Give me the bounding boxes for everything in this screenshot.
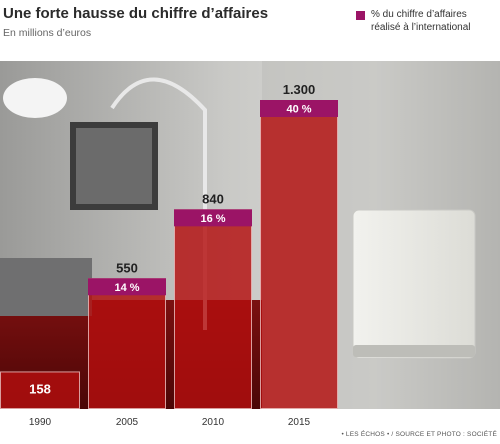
chart-title: Une forte hausse du chiffre d’affaires xyxy=(3,5,269,22)
bar-2010 xyxy=(174,209,252,409)
value-label: 840 xyxy=(202,191,224,206)
x-tick-label: 2010 xyxy=(202,417,225,428)
source-credit: • LES ÉCHOS • / SOURCE ET PHOTO : SOCIÉT… xyxy=(341,431,497,438)
lamp-shade xyxy=(3,78,67,118)
pct-band-2010 xyxy=(174,209,252,227)
legend-label: % du chiffre d’affaires réalisé à l’inte… xyxy=(371,9,471,33)
value-label: 158 xyxy=(29,381,51,396)
radiator-base xyxy=(353,345,475,357)
bar-2015 xyxy=(260,100,338,409)
bar-2005 xyxy=(88,278,166,409)
bar-1990 xyxy=(0,371,80,409)
floor-lamp xyxy=(110,77,207,330)
pct-label: 14 % xyxy=(114,282,139,294)
sofa xyxy=(0,258,92,316)
bars: 158 14 % 550 16 % 840 40 % 1.300 xyxy=(0,82,338,409)
pct-label: 16 % xyxy=(200,213,225,225)
value-label: 550 xyxy=(116,260,138,275)
wall-picture-inner xyxy=(76,128,152,204)
radiator xyxy=(352,209,476,359)
bar-outline xyxy=(0,371,80,409)
pct-label: 40 % xyxy=(286,104,311,116)
pct-band-2005 xyxy=(88,278,166,296)
x-tick-label: 1990 xyxy=(29,417,52,428)
axis-strip xyxy=(0,409,500,431)
value-label: 1.300 xyxy=(283,82,316,97)
x-tick-label: 2015 xyxy=(288,417,311,428)
x-axis: 1990 2005 2010 2015 xyxy=(29,417,311,428)
legend: % du chiffre d’affaires réalisé à l’inte… xyxy=(356,8,496,34)
x-tick-label: 2005 xyxy=(116,417,139,428)
chart-subtitle: En millions d’euros xyxy=(3,27,92,39)
pct-band-2015 xyxy=(260,100,338,117)
legend-swatch xyxy=(356,11,365,20)
